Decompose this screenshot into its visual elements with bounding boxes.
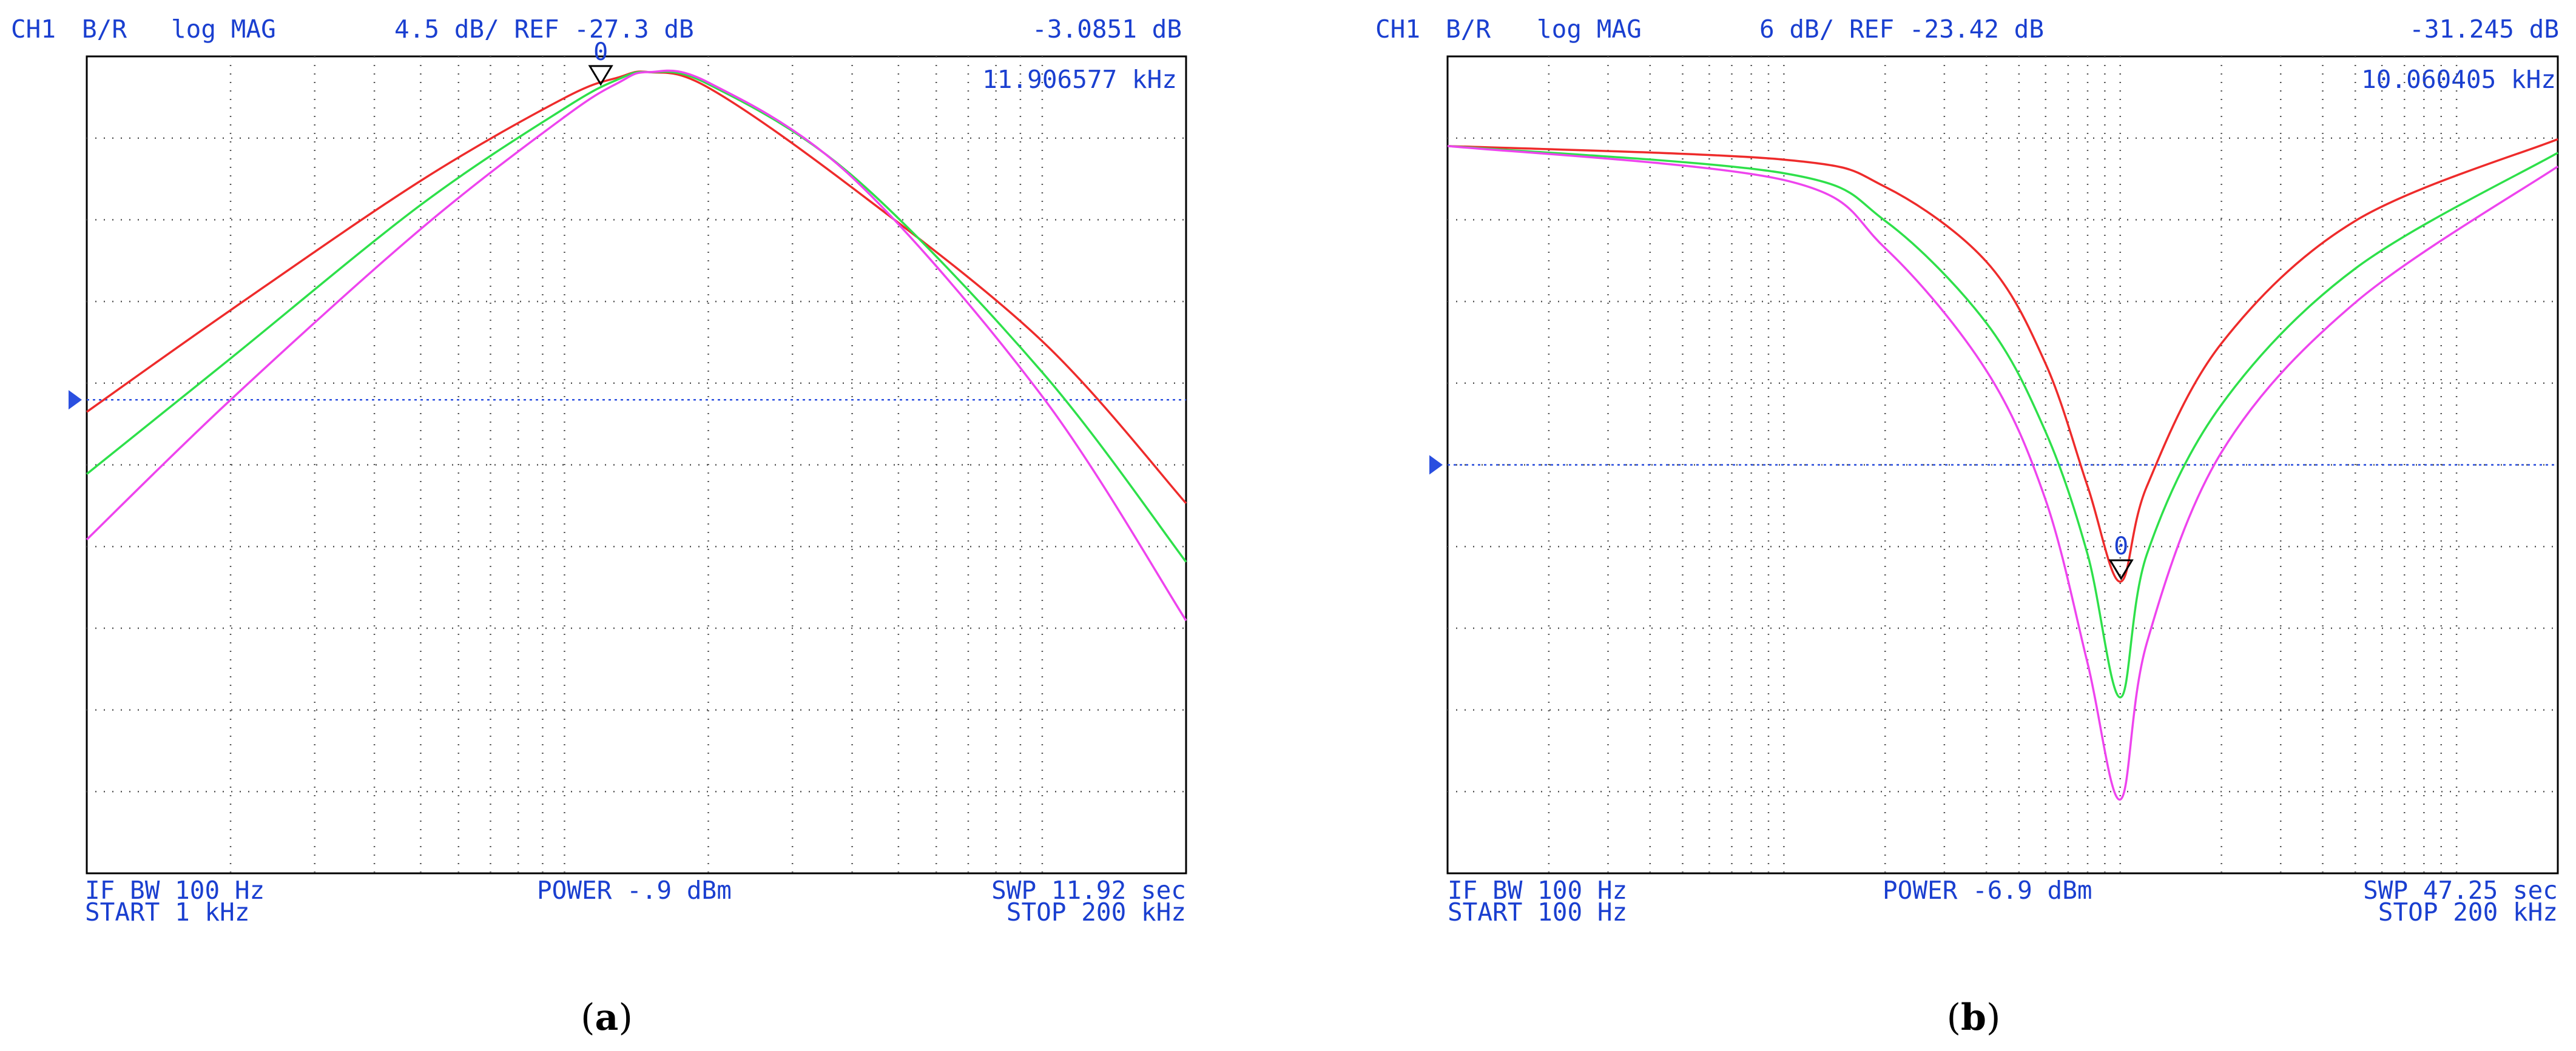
- marker-number: 0: [593, 38, 608, 66]
- ifbw-label: IF BW 100 Hz: [1448, 876, 1627, 905]
- sweep-label: SWP 47.25 sec: [2363, 876, 2558, 905]
- analyzer-screen-b: CH1 B/R log MAG 6 dB/ REF -23.42 dB -31.…: [1375, 15, 2559, 1039]
- scale-label: 6 dB/ REF -23.42 dB: [1759, 15, 2044, 44]
- format-label: log MAG: [171, 15, 276, 44]
- marker-triangle-icon: [588, 65, 613, 86]
- reference-pointer-icon: [1429, 455, 1443, 475]
- power-label: POWER -6.9 dBm: [1883, 876, 2092, 905]
- marker-frequency: 11.906577 kHz: [982, 65, 1177, 94]
- channel-label: CH1: [11, 15, 56, 44]
- marker-frequency: 10.060405 kHz: [2361, 65, 2556, 94]
- ifbw-label: IF BW 100 Hz: [85, 876, 265, 905]
- plot-area: 0: [1429, 55, 2559, 875]
- channel-label: CH1: [1375, 15, 1420, 44]
- measure-label: B/R: [82, 15, 127, 44]
- reference-pointer-icon: [69, 390, 82, 410]
- sweep-label: SWP 11.92 sec: [991, 876, 1186, 905]
- trace-magenta: [1447, 144, 2558, 801]
- analyzer-screen-a: CH1 B/R log MAG 4.5 dB/ REF -27.3 dB -3.…: [11, 15, 1187, 1039]
- marker-value: -31.245 dB: [2409, 15, 2559, 44]
- trace-green: [86, 70, 1187, 563]
- panel-a: CH1 B/R log MAG 4.5 dB/ REF -27.3 dB -3.…: [11, 15, 1187, 1039]
- marker-triangle-icon: [2108, 559, 2134, 580]
- panel-b: CH1 B/R log MAG 6 dB/ REF -23.42 dB -31.…: [1288, 0, 2576, 1051]
- scale-label: 4.5 dB/ REF -27.3 dB: [394, 15, 694, 44]
- panel-caption: (a): [581, 996, 633, 1039]
- trace-red: [1447, 138, 2558, 583]
- trace-red: [86, 70, 1187, 505]
- format-label: log MAG: [1537, 15, 1642, 44]
- marker-number: 0: [2114, 532, 2128, 560]
- start-label: START 100 Hz: [1448, 898, 1627, 927]
- power-label: POWER -.9 dBm: [537, 876, 732, 905]
- start-label: START 1 kHz: [85, 898, 250, 927]
- plot-area: 0: [69, 38, 1187, 875]
- marker-value: -3.0851 dB: [1032, 15, 1182, 44]
- trace-green: [1447, 144, 2558, 699]
- panel-caption: (b): [1947, 996, 2001, 1039]
- stop-label: STOP 200 kHz: [1006, 898, 1186, 927]
- trace-magenta: [86, 69, 1187, 622]
- measure-label: B/R: [1446, 15, 1491, 44]
- stop-label: STOP 200 kHz: [2378, 898, 2558, 927]
